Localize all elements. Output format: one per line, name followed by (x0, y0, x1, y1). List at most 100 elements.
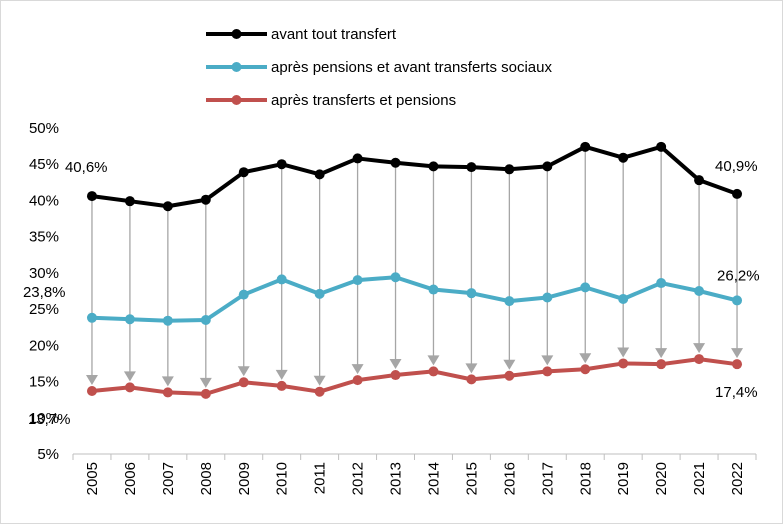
series-1-point (352, 153, 363, 164)
drop-arrow-head (693, 343, 706, 354)
series-1-point (542, 161, 553, 172)
drop-arrows (85, 148, 744, 388)
drop-arrow-head (85, 374, 98, 385)
series-3-point (504, 370, 515, 381)
x-tick-label: 2008 (198, 462, 215, 495)
drop-arrow-head (427, 355, 440, 366)
data-label: 26,2% (717, 267, 760, 284)
series-3-point (694, 354, 705, 365)
series-3-point (314, 386, 325, 397)
series-1-point (656, 141, 667, 152)
series-2-point (124, 314, 135, 325)
series-2-point (504, 296, 515, 307)
x-tick-label: 2014 (425, 462, 442, 495)
series-line-1 (89, 144, 740, 209)
series-3-point (238, 377, 249, 388)
drop-arrow-head (655, 348, 668, 359)
x-tick-label: 2011 (312, 462, 329, 494)
series-3-point (542, 366, 553, 377)
drop-arrow-head (123, 371, 136, 382)
drop-arrow-head (389, 359, 402, 370)
series-line-2 (89, 275, 740, 323)
series-2-point (162, 315, 173, 326)
series-1-point (276, 159, 287, 170)
series-2-point (466, 288, 477, 299)
y-tick-label: 15% (29, 374, 59, 391)
x-tick-label: 2013 (388, 462, 405, 495)
series-2-point (656, 278, 667, 289)
drop-arrow-head (199, 377, 212, 388)
series-3-point (200, 388, 211, 399)
x-tick-label: 2018 (577, 462, 594, 495)
series-1-point (200, 194, 211, 205)
series-1-point (124, 196, 135, 207)
series-2-point (694, 286, 705, 296)
series-2-point (238, 289, 249, 300)
series-1-point (314, 169, 325, 180)
legend-label-1: avant tout transfert (271, 26, 397, 43)
series-3-point (580, 364, 591, 375)
legend-marker-3 (231, 95, 242, 105)
y-tick-label: 35% (29, 229, 59, 246)
series-1-point (466, 162, 477, 173)
data-label: 23,8% (23, 284, 66, 301)
series-2-point (276, 274, 287, 285)
y-tick-label: 30% (29, 265, 59, 282)
drop-arrow-head (541, 355, 554, 366)
drop-arrow-head (579, 353, 592, 364)
series-3-point (428, 366, 439, 377)
y-tick-label: 45% (29, 156, 59, 173)
series-3-point (656, 359, 667, 370)
series-2-point (580, 282, 591, 293)
y-axis: 5% 10% 15% 20% 25% 30% 35% 40% 45% 50% (29, 120, 59, 463)
data-label: 40,6% (65, 159, 108, 176)
x-tick-label: 2006 (122, 462, 139, 495)
series-1-point (238, 167, 249, 178)
series-1-point (694, 175, 705, 186)
series-2-point (732, 295, 743, 306)
drop-arrow-head (465, 363, 478, 374)
x-tick-label: 2019 (615, 462, 632, 495)
series-3-point (732, 359, 743, 370)
legend-marker-1 (231, 29, 242, 39)
drop-arrow-head (161, 376, 174, 387)
x-tick-label: 2015 (463, 462, 480, 495)
x-axis: 2005 2006 2007 2008 2009 2010 2011 2012 2013 2014… (72, 453, 757, 495)
drop-arrow-head (237, 366, 250, 377)
series-1-point (86, 191, 97, 202)
series-3-point (162, 387, 173, 398)
x-tick-label: 2005 (84, 462, 101, 495)
x-tick-label: 2017 (539, 462, 556, 495)
drop-arrow-head (313, 375, 326, 386)
series-3-point (124, 382, 135, 393)
x-tick-label: 2007 (160, 462, 177, 495)
x-tick-label: 2016 (501, 462, 518, 495)
series-2-point (618, 293, 629, 304)
series-2-point (352, 275, 363, 286)
series-3-point (466, 374, 477, 385)
series-lines (86, 141, 743, 399)
series-1-point (580, 141, 591, 152)
y-tick-label: 5% (37, 446, 59, 463)
series-1-point (162, 201, 173, 212)
series-3-point (352, 375, 363, 386)
series-1-point (618, 152, 629, 163)
series-line-3 (89, 357, 740, 396)
series-2-point (542, 292, 553, 303)
series-2-point (200, 314, 211, 325)
series-1-point (428, 161, 439, 172)
y-tick-label: 40% (29, 192, 59, 209)
series-2-point (86, 312, 97, 323)
x-tick-label: 2012 (350, 462, 367, 495)
data-label: 40,9% (715, 158, 758, 175)
legend-marker-2 (231, 62, 242, 72)
y-tick-label: 50% (29, 120, 59, 137)
y-tick-label: 20% (29, 337, 59, 354)
series-3-point (276, 380, 287, 391)
x-tick-label: 2010 (274, 462, 291, 495)
x-tick-label: 2020 (653, 462, 670, 495)
data-label: 17,4% (715, 384, 758, 401)
series-1-point (390, 157, 401, 168)
drop-arrow-head (351, 364, 364, 375)
x-tick-label: 2009 (236, 462, 253, 495)
